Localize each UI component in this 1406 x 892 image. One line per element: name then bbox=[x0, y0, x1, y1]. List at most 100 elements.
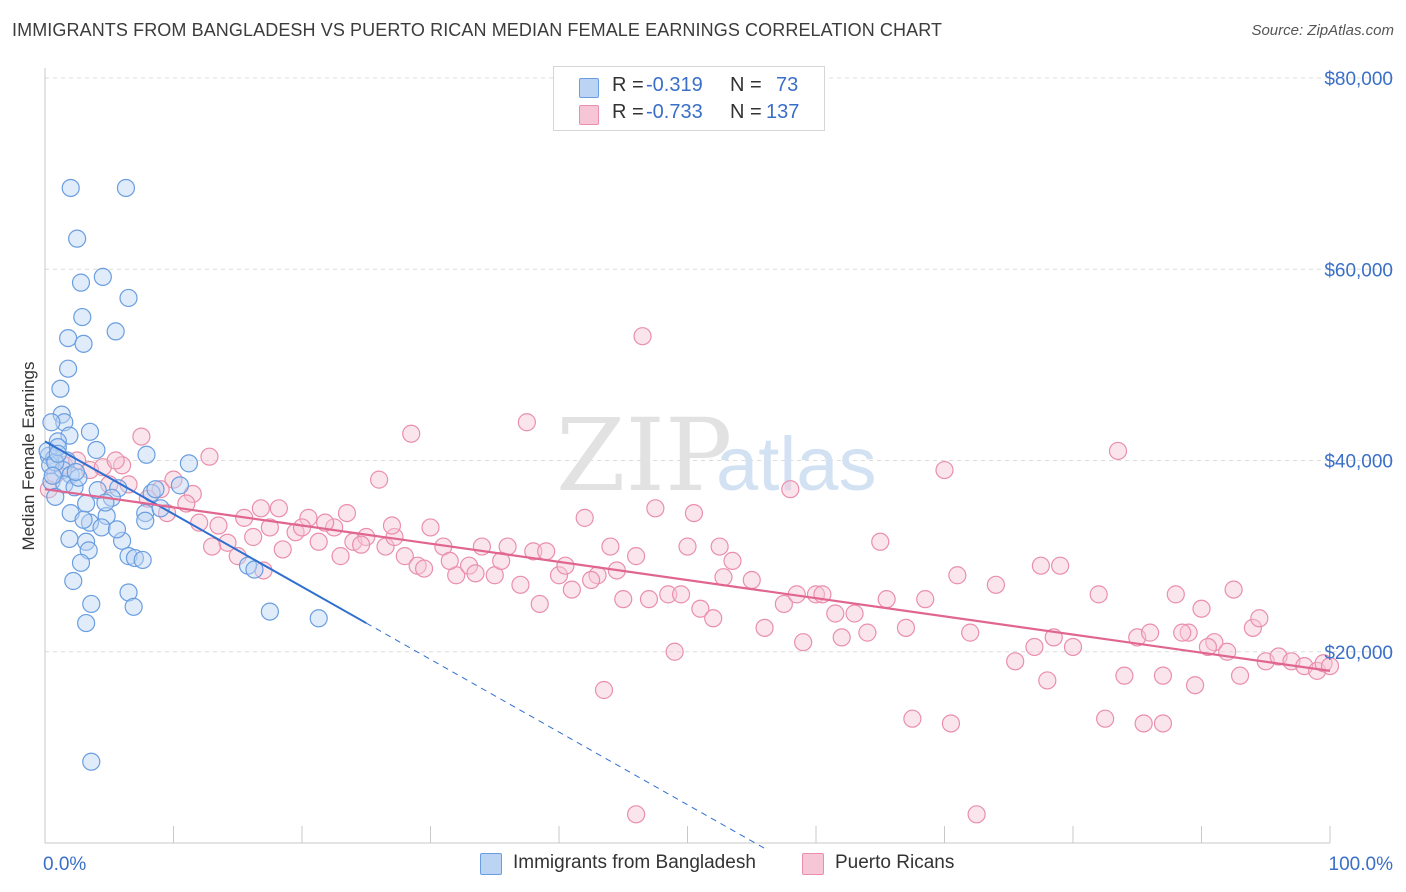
data-point bbox=[337, 503, 357, 523]
data-point bbox=[244, 527, 263, 547]
data-point bbox=[107, 520, 127, 539]
data-point bbox=[659, 585, 678, 604]
data-point bbox=[671, 585, 691, 604]
data-point bbox=[524, 542, 543, 561]
data-point bbox=[82, 752, 101, 771]
data-point bbox=[723, 551, 742, 571]
data-point bbox=[200, 447, 219, 466]
data-point bbox=[71, 273, 91, 292]
data-point bbox=[1108, 441, 1128, 461]
data-point bbox=[1038, 671, 1057, 690]
watermark-zip: ZIP bbox=[556, 397, 732, 514]
data-point bbox=[402, 424, 421, 443]
series-bangladesh bbox=[38, 178, 328, 771]
data-point bbox=[601, 537, 620, 556]
data-point bbox=[64, 571, 83, 591]
data-point bbox=[42, 413, 61, 432]
data-point bbox=[179, 454, 199, 473]
data-point bbox=[46, 487, 65, 506]
data-point bbox=[73, 307, 92, 327]
data-point bbox=[43, 466, 62, 485]
data-point bbox=[1153, 666, 1173, 685]
tick-labels: $20,000 $40,000 $60,000 $80,000 0.0% 100.0% bbox=[43, 69, 1393, 875]
data-point bbox=[116, 178, 136, 198]
data-point bbox=[92, 518, 111, 537]
data-point bbox=[1115, 666, 1134, 685]
data-point bbox=[151, 480, 170, 499]
data-point bbox=[124, 597, 143, 616]
r-label: R = bbox=[612, 101, 644, 123]
data-point bbox=[967, 805, 986, 824]
y-tick-label: $80,000 bbox=[1324, 69, 1393, 90]
legend-stats: R = -0.319 N = 73 R = -0.733 N = 137 bbox=[553, 66, 825, 131]
data-point bbox=[755, 618, 774, 637]
data-point bbox=[260, 602, 279, 621]
data-point bbox=[935, 460, 954, 480]
legend-stats-row-puerto-ricans: R = -0.733 N = 137 bbox=[554, 101, 824, 127]
x-tick-label: 100.0% bbox=[1329, 854, 1394, 875]
data-point bbox=[826, 604, 845, 623]
data-point bbox=[119, 547, 138, 566]
data-point bbox=[1063, 637, 1083, 657]
data-point bbox=[871, 532, 890, 551]
r-label: R = bbox=[612, 74, 644, 96]
watermark: ZIP atlas bbox=[556, 397, 877, 514]
data-point bbox=[309, 532, 328, 551]
data-point bbox=[896, 618, 916, 637]
data-point bbox=[273, 540, 292, 559]
data-point bbox=[832, 628, 851, 647]
data-point bbox=[549, 566, 569, 585]
data-point bbox=[742, 570, 761, 590]
n-value: 137 bbox=[766, 101, 800, 123]
data-point bbox=[119, 583, 138, 602]
y-tick-label: $20,000 bbox=[1324, 643, 1393, 664]
data-point bbox=[858, 623, 877, 642]
data-point bbox=[71, 553, 91, 572]
data-point bbox=[66, 462, 85, 482]
data-point bbox=[80, 422, 100, 441]
data-point bbox=[51, 379, 70, 398]
data-point bbox=[1096, 709, 1115, 728]
data-point bbox=[59, 329, 78, 348]
data-point bbox=[961, 623, 980, 642]
data-point bbox=[665, 642, 684, 661]
y-tick-label: $60,000 bbox=[1324, 260, 1393, 281]
data-point bbox=[1224, 580, 1243, 599]
data-point bbox=[633, 327, 652, 346]
data-point bbox=[691, 599, 710, 618]
data-point bbox=[97, 506, 116, 526]
data-point bbox=[59, 359, 78, 378]
data-point bbox=[395, 547, 414, 566]
data-point bbox=[626, 547, 646, 566]
trend-line-bangladesh-extension bbox=[366, 622, 765, 849]
trend-lines bbox=[44, 440, 1331, 849]
data-point bbox=[614, 590, 633, 609]
data-point bbox=[1140, 623, 1160, 642]
data-point bbox=[251, 499, 270, 518]
data-point bbox=[60, 426, 79, 445]
data-point bbox=[106, 451, 125, 470]
data-point bbox=[136, 511, 155, 530]
legend-label: Puerto Ricans bbox=[835, 852, 955, 873]
data-point bbox=[87, 440, 106, 460]
data-point bbox=[1192, 599, 1211, 618]
y-axis-label: Median Female Earnings bbox=[19, 362, 38, 551]
data-point bbox=[1051, 556, 1070, 575]
n-label: N = bbox=[730, 101, 762, 123]
data-point bbox=[146, 480, 165, 499]
data-point bbox=[774, 594, 793, 614]
y-tick-label: $40,000 bbox=[1324, 452, 1393, 473]
data-point bbox=[112, 531, 132, 550]
data-point bbox=[903, 709, 922, 728]
data-point bbox=[704, 609, 723, 628]
data-point bbox=[352, 535, 371, 554]
watermark-atlas: atlas bbox=[716, 422, 877, 507]
data-point bbox=[710, 537, 729, 556]
trend-line-puerto-ricans bbox=[44, 488, 1331, 672]
data-point bbox=[93, 267, 112, 286]
x-tick-label: 0.0% bbox=[43, 854, 86, 875]
data-point bbox=[132, 427, 151, 446]
data-point bbox=[639, 590, 659, 609]
n-label: N = bbox=[730, 74, 762, 96]
legend-swatch-blue bbox=[579, 78, 599, 98]
